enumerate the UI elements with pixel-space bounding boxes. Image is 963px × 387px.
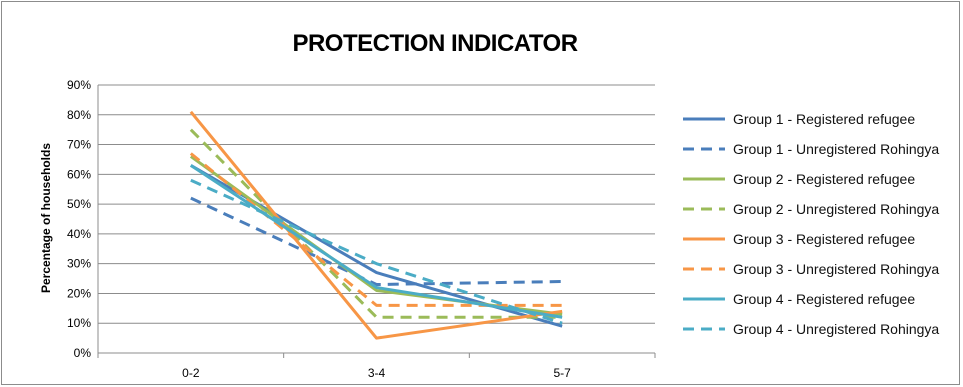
legend-label: Group 2 - Registered refugee [733, 171, 915, 187]
legend-label: Group 2 - Unregistered Rohingya [733, 201, 939, 217]
legend-item: Group 3 - Unregistered Rohingya [683, 261, 958, 291]
legend-item: Group 1 - Unregistered Rohingya [683, 141, 958, 171]
y-tick-label: 0% [74, 346, 92, 360]
y-tick-label: 70% [67, 138, 91, 152]
y-tick-label: 40% [67, 227, 91, 241]
y-tick-label: 30% [67, 257, 91, 271]
legend-item: Group 2 - Registered refugee [683, 171, 958, 201]
series-line-7 [191, 165, 562, 317]
y-tick-label: 50% [67, 197, 91, 211]
legend-label: Group 1 - Registered refugee [733, 111, 915, 127]
legend-item: Group 1 - Registered refugee [683, 111, 958, 141]
legend: Group 1 - Registered refugee Group 1 - Un… [683, 111, 958, 351]
legend-item: Group 4 - Unregistered Rohingya [683, 321, 958, 351]
legend-label: Group 3 - Unregistered Rohingya [733, 261, 939, 277]
legend-swatch [683, 267, 725, 271]
legend-swatch [683, 297, 725, 301]
y-tick-label: 20% [67, 286, 91, 300]
legend-item: Group 2 - Unregistered Rohingya [683, 201, 958, 231]
legend-swatch [683, 177, 725, 181]
legend-item: Group 4 - Registered refugee [683, 291, 958, 321]
legend-label: Group 1 - Unregistered Rohingya [733, 141, 939, 157]
x-tick-label: 0-2 [182, 366, 200, 380]
legend-swatch [683, 117, 725, 121]
legend-swatch [683, 237, 725, 241]
legend-swatch [683, 207, 725, 211]
y-tick-label: 60% [67, 167, 91, 181]
x-tick-label: 3-4 [368, 366, 386, 380]
legend-swatch [683, 327, 725, 331]
legend-label: Group 3 - Registered refugee [733, 231, 915, 247]
y-tick-label: 80% [67, 108, 91, 122]
y-tick-label: 90% [67, 78, 91, 92]
series-line-1 [191, 165, 562, 326]
legend-label: Group 4 - Registered refugee [733, 291, 915, 307]
legend-item: Group 3 - Registered refugee [683, 231, 958, 261]
x-tick-label: 5-7 [553, 366, 571, 380]
y-tick-label: 10% [67, 316, 91, 330]
legend-label: Group 4 - Unregistered Rohingya [733, 321, 939, 337]
legend-swatch [683, 147, 725, 151]
